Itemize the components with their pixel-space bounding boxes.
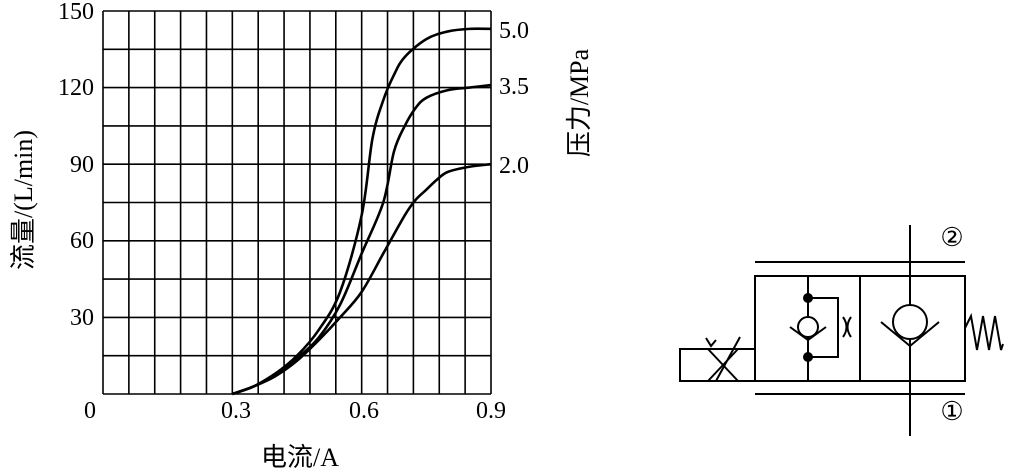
- solenoid-box: [679, 348, 756, 382]
- series-line: [231, 83, 492, 396]
- y-tick-label: 120: [58, 75, 94, 101]
- orifice-icon: [842, 316, 852, 338]
- series-line: [231, 162, 492, 396]
- proportional-arrowhead: [705, 337, 717, 348]
- pilot-check-ball: [797, 316, 819, 338]
- x-tick-label: 0.6: [349, 398, 379, 424]
- y-axis-label: 流量/(L/min): [9, 130, 38, 270]
- chart: 5.0 3.5 2.0 150 120 90 60 30 0 0.3 0.6 0.9…: [9, 0, 594, 472]
- series-label: 3.5: [499, 74, 529, 100]
- pilot-junction-bottom: [803, 352, 813, 362]
- port-label-top: ②: [940, 223, 963, 252]
- x-tick-label: 0.9: [476, 398, 506, 424]
- series-label: 2.0: [499, 153, 529, 179]
- series-labels: 5.0 3.5 2.0: [499, 18, 529, 179]
- y-tick-label: 30: [70, 305, 94, 331]
- y-tick-label: 90: [70, 152, 94, 178]
- valve-envelope-right: [859, 275, 966, 382]
- x-tick-label: 0: [84, 398, 96, 424]
- x-tick-labels: 0 0.3 0.6 0.9: [84, 398, 506, 424]
- chart-series: [231, 27, 492, 396]
- x-axis-label: 电流/A: [261, 443, 339, 472]
- port-label-bottom: ①: [940, 397, 963, 426]
- chart-grid: [102, 10, 492, 395]
- right-axis-label: 压力/MPa: [565, 48, 594, 157]
- y-tick-label: 60: [70, 228, 94, 254]
- pilot-junction-top: [803, 293, 813, 303]
- series-label: 5.0: [499, 18, 529, 44]
- pilot-check-seat: [789, 326, 827, 342]
- check-valve-ball: [892, 304, 928, 340]
- proportional-arrow: [715, 336, 741, 382]
- spring-icon: [964, 312, 1004, 351]
- solenoid-diagonal-b: [707, 348, 739, 382]
- valve-symbol: [679, 225, 1004, 436]
- y-tick-label: 150: [58, 0, 94, 25]
- y-tick-labels: 150 120 90 60 30: [58, 0, 94, 331]
- check-valve-seat: [880, 321, 940, 348]
- pilot-bypass: [808, 297, 839, 358]
- x-tick-label: 0.3: [221, 398, 251, 424]
